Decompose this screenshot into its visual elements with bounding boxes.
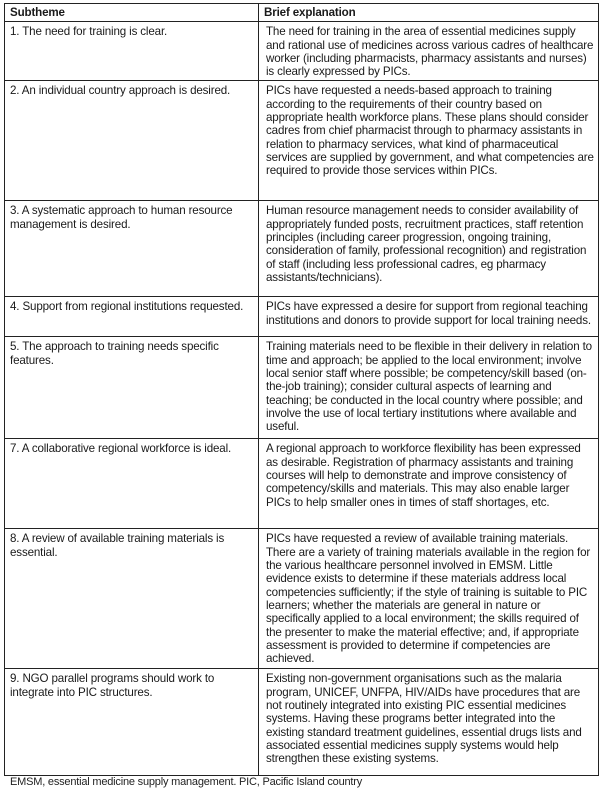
explanation-cell: Existing non-government organisations su… (258, 668, 599, 777)
subtheme-cell: 5. The approach to training needs specif… (4, 336, 259, 440)
table-footnote: EMSM, essential medicine supply manageme… (10, 776, 363, 788)
table-row: 4. Support from regional institutions re… (4, 296, 599, 338)
subtheme-cell: 7. A collaborative regional workforce is… (4, 438, 259, 530)
subtheme-cell: 1. The need for training is clear. (4, 21, 259, 82)
table-row: 1. The need for training is clear. The n… (4, 21, 599, 82)
table-row: 3. A systematic approach to human resour… (4, 200, 599, 298)
subtheme-cell: 2. An individual country approach is des… (4, 80, 259, 202)
explanation-cell: A regional approach to workforce flexibi… (258, 438, 599, 530)
subthemes-table: Subtheme Brief explanation 1. The need f… (4, 2, 599, 777)
explanation-cell: Training materials need to be flexible i… (258, 336, 599, 440)
table-row: 9. NGO parallel programs should work to … (4, 668, 599, 777)
subtheme-cell: 8. A review of available training materi… (4, 528, 259, 670)
explanation-cell: PICs have expressed a desire for support… (258, 296, 599, 338)
subtheme-cell: 3. A systematic approach to human resour… (4, 200, 259, 298)
header-subtheme: Subtheme (4, 2, 259, 23)
table-row: 7. A collaborative regional workforce is… (4, 438, 599, 530)
subtheme-cell: 4. Support from regional institutions re… (4, 296, 259, 338)
header-explanation: Brief explanation (258, 2, 599, 23)
explanation-cell: PICs have requested a needs-based approa… (258, 80, 599, 202)
explanation-cell: Human resource management needs to consi… (258, 200, 599, 298)
table-row: 2. An individual country approach is des… (4, 80, 599, 202)
explanation-cell: PICs have requested a review of availabl… (258, 528, 599, 670)
table-row: 8. A review of available training materi… (4, 528, 599, 670)
subtheme-cell: 9. NGO parallel programs should work to … (4, 668, 259, 777)
explanation-cell: The need for training in the area of ess… (258, 21, 599, 82)
table-header-row: Subtheme Brief explanation (4, 2, 599, 23)
table-row: 5. The approach to training needs specif… (4, 336, 599, 440)
